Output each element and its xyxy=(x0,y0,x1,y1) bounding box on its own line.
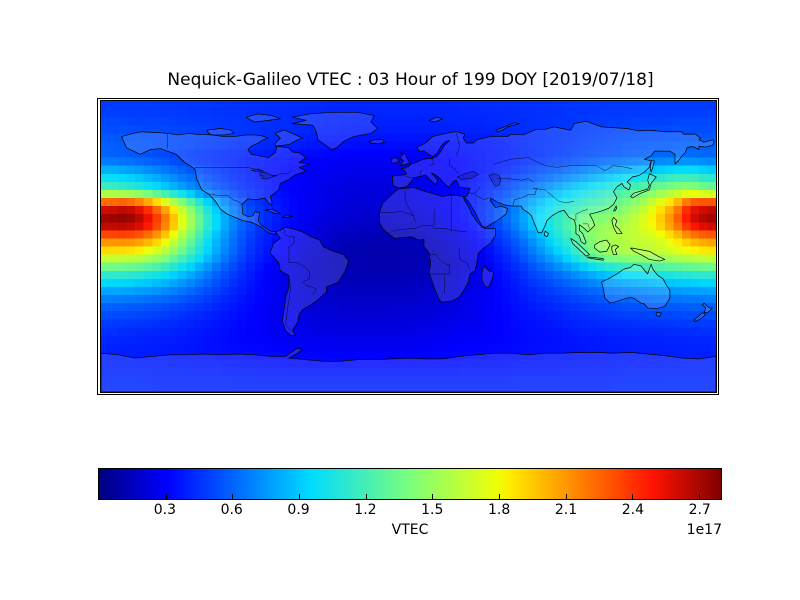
colorbar-tick-label: 0.3 xyxy=(153,502,176,518)
country-border xyxy=(497,179,533,182)
coastline-landmass xyxy=(612,217,622,233)
country-border xyxy=(286,276,291,331)
coastline-landmass xyxy=(391,158,398,164)
country-border xyxy=(420,170,421,176)
country-border xyxy=(405,190,414,216)
coastline-landmass xyxy=(400,153,410,166)
coastline-landmass xyxy=(392,121,714,244)
colorbar-tick-labels: 0.3 0.6 0.9 1.2 1.5 1.8 2.1 2.4 2.7 xyxy=(98,502,722,520)
colorbar-tick-mark xyxy=(298,494,300,499)
lake-outline xyxy=(489,174,501,187)
coastline-landmass xyxy=(429,117,443,122)
coastline-landmass xyxy=(496,123,520,132)
colorbar-label: VTEC xyxy=(391,522,429,538)
lake-outline xyxy=(260,172,277,179)
coastline-landmass xyxy=(588,257,603,260)
coastline-landmass xyxy=(602,264,670,308)
coastline-landmass xyxy=(482,266,494,287)
country-border xyxy=(576,209,588,220)
coastline-landmass xyxy=(571,238,590,256)
coastline-landmass xyxy=(265,209,280,213)
coastline-landmass xyxy=(369,140,384,144)
colorbar-tick-label: 0.9 xyxy=(287,502,310,518)
coastline-landmass xyxy=(656,313,661,317)
colorbar xyxy=(98,468,722,500)
vtec-heatmap-canvas xyxy=(101,101,716,392)
coastline-landmass xyxy=(702,303,712,313)
colorbar-tick-mark xyxy=(432,494,434,499)
country-border xyxy=(583,224,590,229)
coastline-landmass xyxy=(246,114,280,122)
coastline-landmass xyxy=(270,227,349,335)
colorbar-tick-label: 1.5 xyxy=(421,502,444,518)
colorbar-tick-mark xyxy=(365,494,367,499)
coastline-landmass xyxy=(595,240,610,252)
country-border xyxy=(209,194,243,205)
colorbar-offset-label: 1e17 xyxy=(686,522,722,538)
coastline-landmass xyxy=(612,245,619,255)
country-border xyxy=(456,133,459,156)
coastline-landmass xyxy=(282,215,292,217)
country-border xyxy=(460,248,470,269)
colorbar-tick-mark xyxy=(698,494,700,499)
colorbar-tick-label: 1.8 xyxy=(488,502,511,518)
plot-frame xyxy=(97,98,719,395)
colorbar-tick-mark xyxy=(232,494,234,499)
colorbar-tick-mark xyxy=(632,494,634,499)
colorbar-tick-label: 2.4 xyxy=(621,502,644,518)
country-border xyxy=(388,225,467,233)
colorbar-tick-mark xyxy=(565,494,567,499)
coastline-landmass xyxy=(122,132,310,235)
coastline-landmass xyxy=(379,187,495,302)
lake-outline xyxy=(251,169,263,172)
country-border xyxy=(468,187,480,193)
country-border xyxy=(450,159,459,174)
country-border xyxy=(513,188,537,206)
country-border xyxy=(429,255,450,274)
coastline-landmass xyxy=(694,313,706,322)
coastline-landmass xyxy=(544,231,548,237)
coastline-landmass xyxy=(650,161,654,172)
colorbar-gradient xyxy=(99,469,721,499)
coastlines-overlay xyxy=(101,101,716,392)
chart-title: Nequick-Galileo VTEC : 03 Hour of 199 DO… xyxy=(167,70,654,90)
colorbar-tick-label: 2.7 xyxy=(688,502,711,518)
coastline-landmass xyxy=(207,128,234,134)
country-border xyxy=(379,211,415,222)
country-border xyxy=(475,195,489,200)
colorbar-tick-label: 0.6 xyxy=(220,502,243,518)
coastline-landmass xyxy=(631,248,665,261)
colorbar-tick-label: 2.1 xyxy=(554,502,578,518)
colorbar-tick-mark xyxy=(498,494,500,499)
colorbar-tick-label: 1.2 xyxy=(354,502,377,518)
country-border xyxy=(284,229,316,295)
coastline-landmass xyxy=(631,174,657,198)
country-border xyxy=(494,158,632,171)
coastline-landmass xyxy=(614,206,617,211)
coastline-landmass xyxy=(101,348,716,392)
map-plot xyxy=(100,100,717,393)
lake-outline xyxy=(457,171,478,179)
colorbar-tick-mark xyxy=(165,494,167,499)
country-border xyxy=(429,159,434,165)
country-border xyxy=(533,188,574,203)
coastline-landmass xyxy=(275,130,302,146)
country-border xyxy=(406,176,414,178)
coastline-landmass xyxy=(292,112,377,149)
